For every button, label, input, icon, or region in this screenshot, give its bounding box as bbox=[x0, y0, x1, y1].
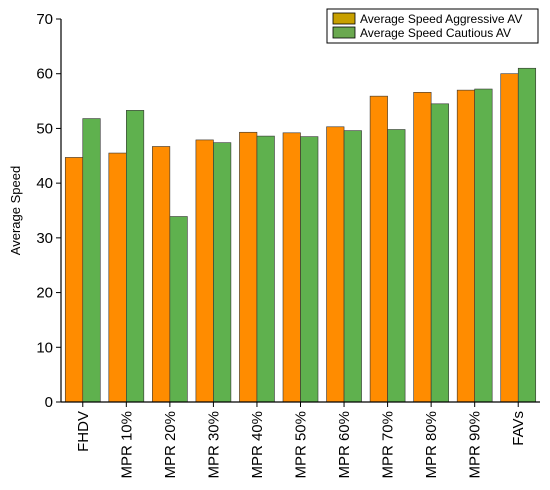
bar-cautious-9 bbox=[474, 88, 493, 403]
x-tick-label-6: MPR 60% bbox=[336, 411, 353, 479]
legend-swatch-aggressive bbox=[332, 12, 356, 25]
bar-aggressive-10 bbox=[500, 73, 519, 403]
y-tick-label-7: 70 bbox=[36, 11, 53, 28]
x-tick-label-1: MPR 10% bbox=[118, 411, 135, 479]
y-tick-label-2: 20 bbox=[36, 285, 53, 302]
bar-cautious-10 bbox=[517, 67, 537, 403]
bar-cautious-2 bbox=[169, 216, 188, 403]
bar-aggressive-5 bbox=[282, 132, 301, 403]
bar-cautious-1 bbox=[126, 110, 145, 403]
y-tick-label-6: 60 bbox=[36, 66, 53, 83]
bar-aggressive-9 bbox=[456, 89, 475, 403]
bars-group bbox=[64, 67, 537, 403]
x-tick-label-9: MPR 90% bbox=[467, 411, 484, 479]
y-tick-label-0: 0 bbox=[45, 394, 53, 411]
bar-aggressive-1 bbox=[108, 152, 127, 403]
x-tick-label-0: FHDV bbox=[75, 411, 92, 452]
y-axis-title: Average Speed bbox=[8, 166, 23, 255]
bar-cautious-6 bbox=[343, 130, 362, 403]
x-tick-label-10: FAVs bbox=[510, 411, 527, 446]
bar-cautious-8 bbox=[430, 103, 449, 403]
bar-cautious-3 bbox=[213, 142, 232, 403]
y-ticks-group: 0 10 20 30 40 50 60 70 bbox=[36, 11, 61, 411]
bar-aggressive-7 bbox=[369, 95, 388, 403]
bar-aggressive-3 bbox=[195, 139, 214, 403]
x-tick-label-5: MPR 50% bbox=[293, 411, 310, 479]
bar-cautious-0 bbox=[82, 118, 101, 403]
legend-swatch-cautious bbox=[332, 26, 356, 39]
x-tick-label-7: MPR 70% bbox=[380, 411, 397, 479]
bar-cautious-7 bbox=[387, 129, 406, 403]
y-tick-label-5: 50 bbox=[36, 120, 53, 137]
y-tick-label-1: 10 bbox=[36, 339, 53, 356]
bar-aggressive-2 bbox=[152, 146, 171, 403]
y-tick-label-4: 40 bbox=[36, 175, 53, 192]
bar-cautious-5 bbox=[300, 136, 319, 403]
x-tick-label-8: MPR 80% bbox=[423, 411, 440, 479]
bar-aggressive-6 bbox=[326, 126, 345, 403]
legend-label-aggressive: Average Speed Aggressive AV bbox=[360, 12, 522, 26]
x-tick-label-3: MPR 30% bbox=[205, 411, 222, 479]
bar-aggressive-4 bbox=[239, 131, 258, 403]
x-ticks-group: FHDV MPR 10% MPR 20% MPR 30% MPR 40% MPR 50% M… bbox=[75, 402, 527, 479]
legend-box bbox=[326, 8, 539, 44]
bar-aggressive-8 bbox=[413, 92, 432, 403]
bar-cautious-4 bbox=[256, 135, 275, 403]
x-tick-label-2: MPR 20% bbox=[162, 411, 179, 479]
y-tick-label-3: 30 bbox=[36, 230, 53, 247]
legend: Average Speed Aggressive AV Average Spee… bbox=[326, 8, 539, 44]
x-tick-label-4: MPR 40% bbox=[249, 411, 266, 479]
bar-aggressive-0 bbox=[64, 157, 84, 403]
legend-label-cautious: Average Speed Cautious AV bbox=[360, 26, 511, 40]
